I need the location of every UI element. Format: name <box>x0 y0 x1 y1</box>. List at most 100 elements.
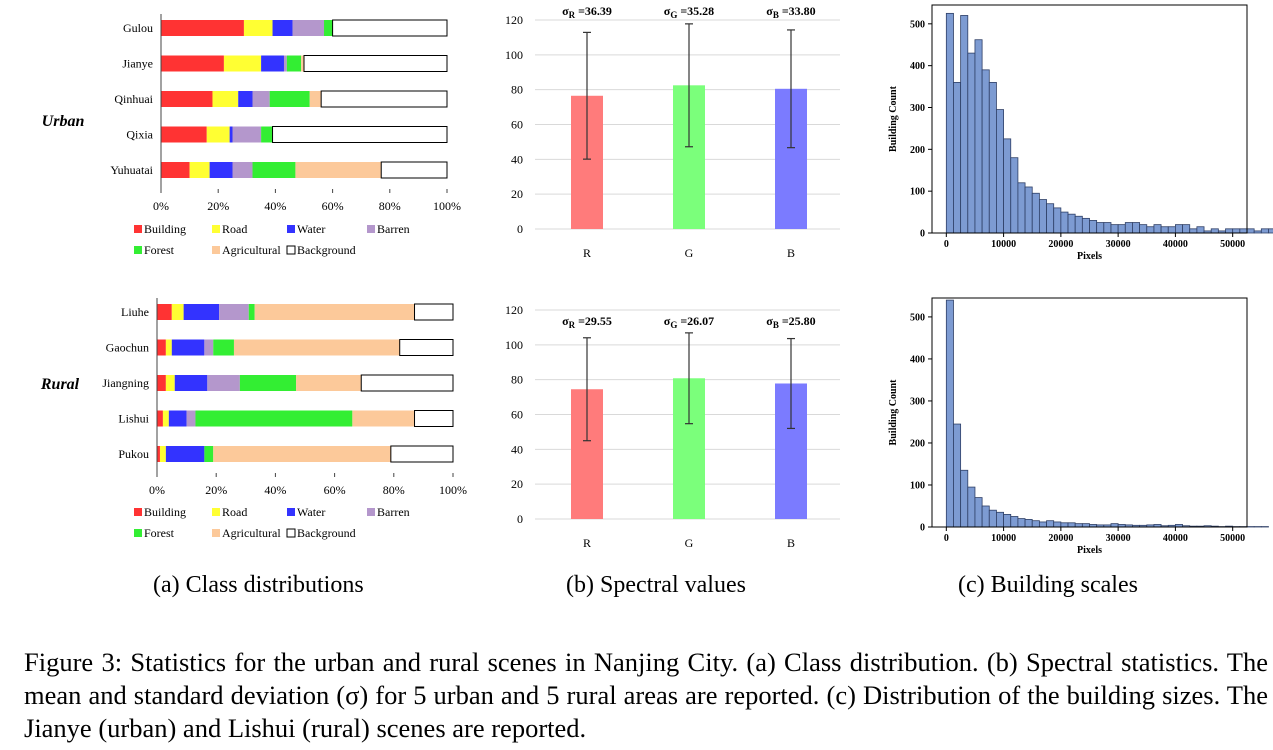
histogram-bin <box>1046 520 1055 528</box>
legend-label-road: Road <box>222 222 247 236</box>
x-tick-label-b: B <box>787 536 795 550</box>
bar-gulou-forest <box>324 20 333 36</box>
category-label-gaochun: Gaochun <box>106 341 149 355</box>
figure-caption-label: Figure 3: <box>24 647 123 677</box>
bar-liuhe-building <box>157 304 172 320</box>
bar-qixia-building <box>161 126 207 143</box>
y-tick-label: 40 <box>511 442 523 456</box>
legend-swatch-road <box>212 225 220 233</box>
y-tick-label: 100 <box>910 187 925 198</box>
histogram-bin <box>1067 522 1076 528</box>
histogram-bin <box>1175 224 1183 234</box>
y-tick-label: 120 <box>505 13 523 27</box>
bar-gaochun-water <box>171 339 205 356</box>
bar-jianye-building <box>161 55 224 72</box>
histogram-bin <box>1189 228 1198 234</box>
sigma-annotation-g: σG =35.28 <box>664 4 714 20</box>
legend-swatch-building <box>134 225 142 233</box>
legend-swatch-background <box>286 245 296 255</box>
histogram-bin <box>960 469 969 528</box>
group-label-urban: Urban <box>42 113 85 130</box>
histogram-bin <box>981 69 990 234</box>
histogram-bin <box>996 109 1004 234</box>
bar-jiangning-agricultural <box>296 375 362 391</box>
y-tick-label: 80 <box>511 373 523 387</box>
x-tick-label: 60% <box>324 483 346 497</box>
bar-qixia-forest <box>261 126 273 143</box>
x-tick-label: 10000 <box>991 533 1016 544</box>
x-tick-label: 0 <box>944 533 949 544</box>
x-axis-label: Pixels <box>1077 545 1102 556</box>
histogram-bin <box>1182 224 1191 234</box>
y-axis-label: Building Count <box>888 379 899 446</box>
y-tick-label: 200 <box>910 145 925 156</box>
y-tick-label: 120 <box>505 303 523 317</box>
x-tick-label: 40000 <box>1163 533 1188 544</box>
bar-gaochun-agricultural <box>233 339 400 356</box>
histogram-bin <box>1081 217 1090 234</box>
histogram-bin <box>967 486 976 528</box>
y-tick-label: 0 <box>517 222 523 236</box>
y-tick-label: 300 <box>910 103 925 114</box>
bar-pukou-water <box>165 446 205 462</box>
x-tick-label-b: B <box>787 246 795 260</box>
bar-gaochun-road <box>165 339 172 356</box>
legend-label-agricultural: Agricultural <box>222 243 281 257</box>
histogram-bin <box>1067 213 1076 234</box>
histogram-bin <box>1132 222 1141 234</box>
legend-swatch-background <box>286 528 296 538</box>
histogram-bin <box>1053 521 1062 528</box>
bar-jiangning-road <box>165 375 175 391</box>
x-tick-label: 40000 <box>1163 239 1188 250</box>
histogram-bin <box>1110 523 1119 528</box>
bar-gaochun-building <box>157 339 166 356</box>
y-tick-label: 100 <box>505 338 523 352</box>
sigma-annotation-r: σR =29.55 <box>562 314 612 330</box>
x-tick-label: 20000 <box>1048 533 1073 544</box>
histogram-bin <box>1210 228 1219 234</box>
bar-qixia-barren <box>232 126 262 143</box>
y-tick-label: 300 <box>910 396 925 407</box>
bar-gaochun-forest <box>213 339 234 356</box>
bar-lishui-background <box>414 410 454 427</box>
histogram-bin <box>1074 523 1083 528</box>
x-tick-label: 60% <box>322 199 344 213</box>
histogram-bin <box>1038 521 1047 528</box>
x-tick-label: 20% <box>207 199 229 213</box>
bar-jiangning-background <box>360 374 454 392</box>
histogram-bin <box>1124 222 1133 234</box>
bar-jiangning-water <box>174 375 208 391</box>
legend-label-building: Building <box>144 222 186 236</box>
x-tick-label: 40% <box>264 483 286 497</box>
y-axis-label: Building Count <box>888 85 899 152</box>
bar-pukou-forest <box>204 446 214 462</box>
histogram-bin <box>1046 203 1055 234</box>
legend-label-agricultural: Agricultural <box>222 526 281 540</box>
histogram-bin <box>981 505 990 528</box>
category-label-jiangning: Jiangning <box>102 376 149 390</box>
legend-label-background: Background <box>297 526 356 540</box>
category-label-lishui: Lishui <box>118 412 149 426</box>
histogram-bin <box>1038 199 1047 234</box>
histogram-bin <box>1089 220 1098 234</box>
bar-lishui-barren <box>186 410 196 427</box>
bar-yuhuatai-water <box>209 162 233 178</box>
y-tick-label: 200 <box>910 438 925 449</box>
bar-jianye-forest <box>286 55 302 72</box>
histogram-bin <box>1253 230 1262 234</box>
bar-jianye-barren <box>283 55 287 72</box>
histogram-bin <box>1146 226 1155 234</box>
bar-qinhuai-building <box>161 91 213 107</box>
plot-frame <box>931 4 1248 234</box>
histogram-bin <box>1024 519 1033 528</box>
x-tick-label: 20% <box>205 483 227 497</box>
histogram-bin <box>1167 226 1176 234</box>
legend-swatch-barren <box>367 508 375 516</box>
bar-qinhuai-water <box>238 91 253 107</box>
x-tick-label: 0% <box>149 483 165 497</box>
x-tick-label: 30000 <box>1106 239 1131 250</box>
bar-jianye-background <box>303 55 448 72</box>
legend-label-forest: Forest <box>144 243 175 257</box>
x-tick-label: 50000 <box>1220 239 1245 250</box>
